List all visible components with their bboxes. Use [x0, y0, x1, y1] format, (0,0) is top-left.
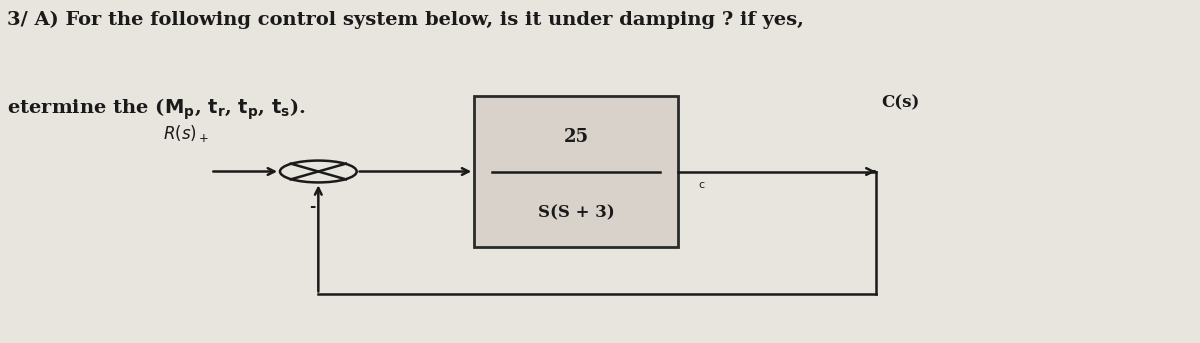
- Text: 3/ A) For the following control system below, is it under damping ? if yes,: 3/ A) For the following control system b…: [7, 11, 804, 29]
- Text: $\mathsf{c}$: $\mathsf{c}$: [698, 180, 706, 190]
- Text: 25: 25: [564, 128, 588, 146]
- Bar: [474, 96, 678, 247]
- Text: C(s): C(s): [882, 95, 920, 112]
- Text: etermine the ($\mathbf{M_p}$, $\mathbf{t_r}$, $\mathbf{t_p}$, $\mathbf{t_s}$).: etermine the ($\mathbf{M_p}$, $\mathbf{t…: [7, 96, 306, 122]
- Text: S(S + 3): S(S + 3): [538, 204, 614, 221]
- Text: -: -: [310, 199, 316, 214]
- Text: $R(s)_+$: $R(s)_+$: [162, 123, 209, 144]
